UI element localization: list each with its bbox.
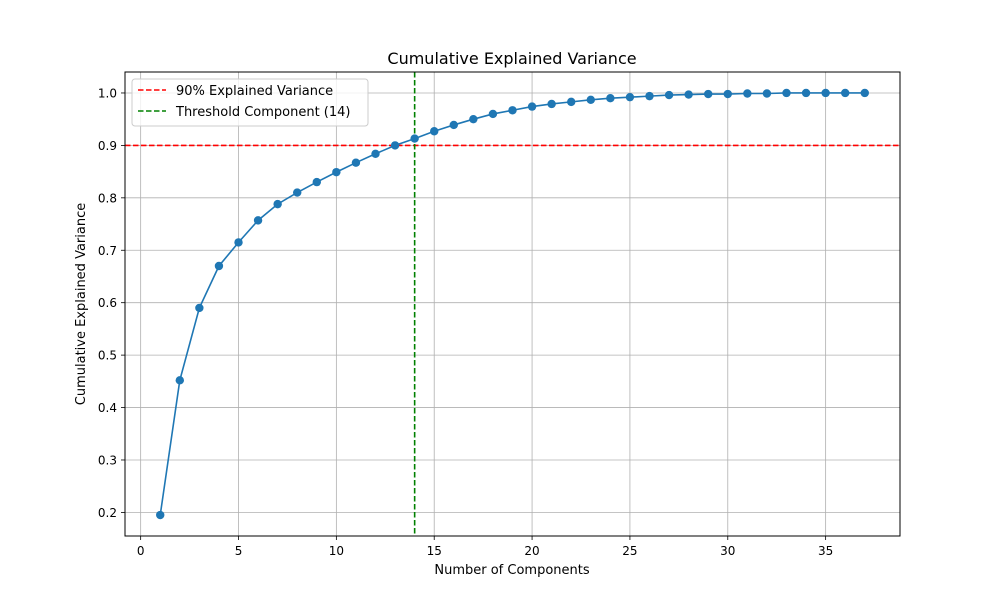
y-tick-label: 0.4 <box>98 401 117 415</box>
x-tick-label: 5 <box>235 544 243 558</box>
y-tick-label: 0.3 <box>98 453 117 467</box>
data-point <box>195 303 204 313</box>
data-point <box>723 89 732 99</box>
data-point <box>430 127 439 136</box>
chart-title: Cumulative Explained Variance <box>387 49 636 68</box>
grid <box>125 72 900 536</box>
data-point <box>821 88 830 98</box>
data-point <box>782 88 791 98</box>
data-point <box>449 120 458 130</box>
data-point <box>156 510 165 520</box>
data-point <box>527 102 537 111</box>
data-point <box>684 90 693 99</box>
data-point <box>841 88 850 98</box>
data-point <box>214 261 224 271</box>
data-point <box>390 141 400 150</box>
data-point <box>743 89 752 98</box>
y-tick-label: 1.0 <box>98 86 117 100</box>
legend-label-90-percent: 90% Explained Variance <box>176 84 333 99</box>
data-point <box>253 216 263 225</box>
x-tick-label: 0 <box>137 544 145 558</box>
x-tick-label: 25 <box>622 544 637 558</box>
x-tick-label: 20 <box>524 544 539 558</box>
y-tick-label: 0.2 <box>98 506 117 520</box>
data-point <box>860 88 869 98</box>
data-point <box>351 158 361 167</box>
y-tick-label: 0.9 <box>98 139 117 153</box>
data-point <box>234 238 243 247</box>
data-point <box>410 134 419 143</box>
y-tick-label: 0.8 <box>98 191 117 205</box>
data-point <box>547 99 556 109</box>
x-tick-label: 30 <box>720 544 735 558</box>
data-point <box>469 114 478 124</box>
legend: 90% Explained Variance Threshold Compone… <box>131 78 369 127</box>
data-point <box>762 89 772 98</box>
x-axis-ticks: 0 5 10 15 20 25 30 35 <box>137 536 833 558</box>
data-point <box>293 188 302 197</box>
data-point <box>508 106 517 115</box>
reference-lines <box>125 72 900 536</box>
y-axis-ticks: 0.2 0.3 0.4 0.5 0.6 0.7 0.8 0.9 1.0 <box>98 86 125 520</box>
data-point <box>704 89 713 99</box>
x-tick-label: 35 <box>818 544 833 558</box>
y-tick-label: 0.6 <box>98 296 117 310</box>
y-tick-label: 0.5 <box>98 349 117 363</box>
data-point <box>488 109 498 119</box>
data-point <box>664 90 674 100</box>
data-point <box>625 92 635 102</box>
data-point <box>371 149 380 158</box>
x-tick-label: 15 <box>427 544 442 558</box>
data-point <box>567 97 576 107</box>
data-point <box>273 199 282 209</box>
series <box>156 88 869 520</box>
data-point <box>801 88 811 98</box>
legend-label-threshold: Threshold Component (14) <box>175 105 351 120</box>
x-axis-label: Number of Components <box>434 563 589 578</box>
data-point <box>645 91 654 101</box>
data-point <box>332 167 341 177</box>
x-tick-label: 10 <box>329 544 344 558</box>
data-point <box>175 376 184 385</box>
y-tick-label: 0.7 <box>98 244 117 258</box>
data-point <box>586 95 595 104</box>
data-point <box>312 177 321 187</box>
plot-frame <box>124 71 901 537</box>
data-point <box>606 94 615 103</box>
y-axis-label: Cumulative Explained Variance <box>74 203 89 405</box>
legend-box <box>131 78 369 127</box>
